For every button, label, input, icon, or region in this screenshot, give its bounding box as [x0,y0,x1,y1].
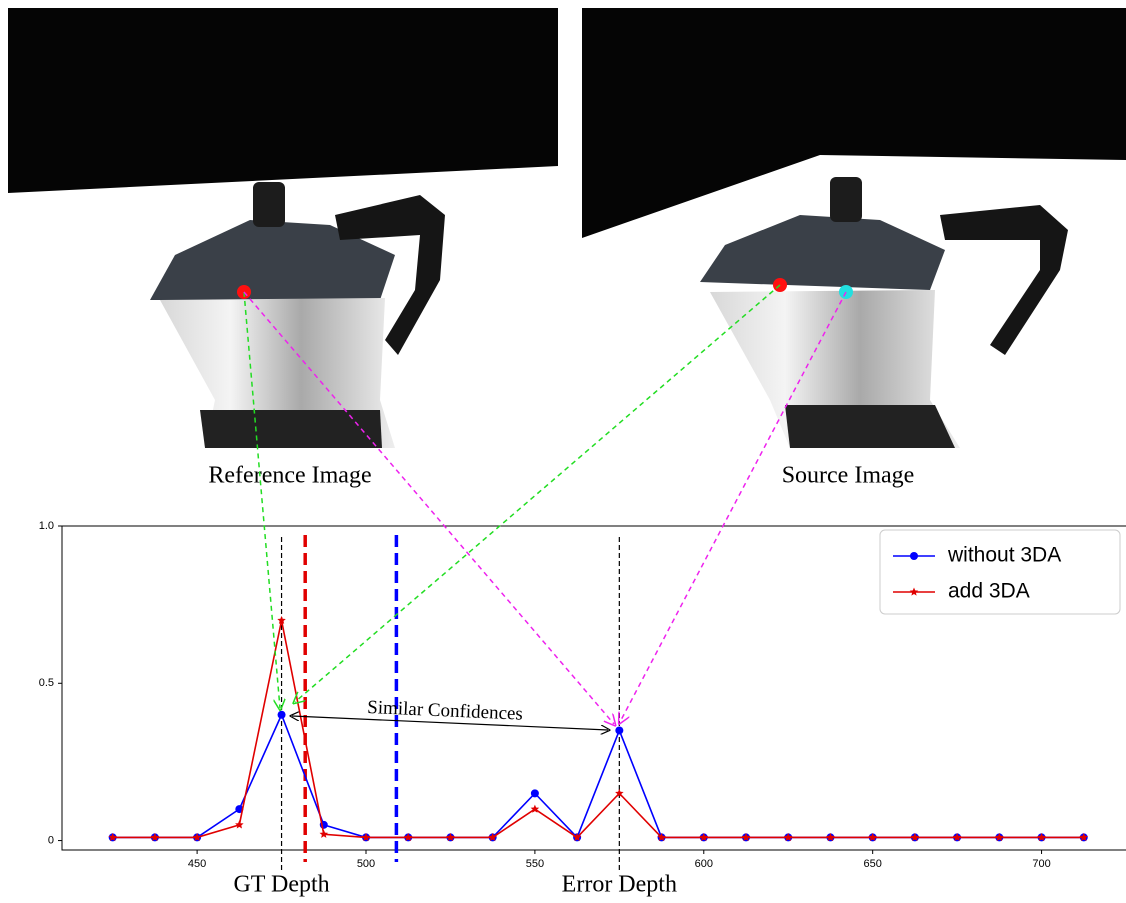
series-line [113,620,1084,837]
point [320,830,329,838]
annotation: Error Depth [562,872,677,898]
reference-photo [8,8,558,448]
x-tick-label: 450 [188,858,206,870]
y-tick-label: 1.0 [39,520,54,532]
point [615,726,623,734]
x-tick-label: 500 [357,858,375,870]
source-photo [582,8,1126,448]
figure: Reference Image Source Image 0 0.5 1.0 450 5… [0,0,1126,903]
y-tick-label: 0 [48,834,54,846]
image-caption: Source Image [782,463,915,489]
x-tick-label: 550 [526,858,544,870]
point [278,711,286,719]
image-caption: Reference Image [208,463,371,489]
point [531,789,539,797]
x-tick-label: 700 [1032,858,1050,870]
legend-label: without 3DA [947,544,1061,567]
x-tick-label: 600 [695,858,713,870]
annotation: GT Depth [233,872,329,898]
legend: without 3DA add 3DA [880,530,1120,614]
point [235,820,244,828]
y-tick-label: 0.5 [39,677,54,689]
legend-label: add 3DA [948,580,1030,603]
x-tick-label: 650 [863,858,881,870]
legend-marker [910,552,918,560]
